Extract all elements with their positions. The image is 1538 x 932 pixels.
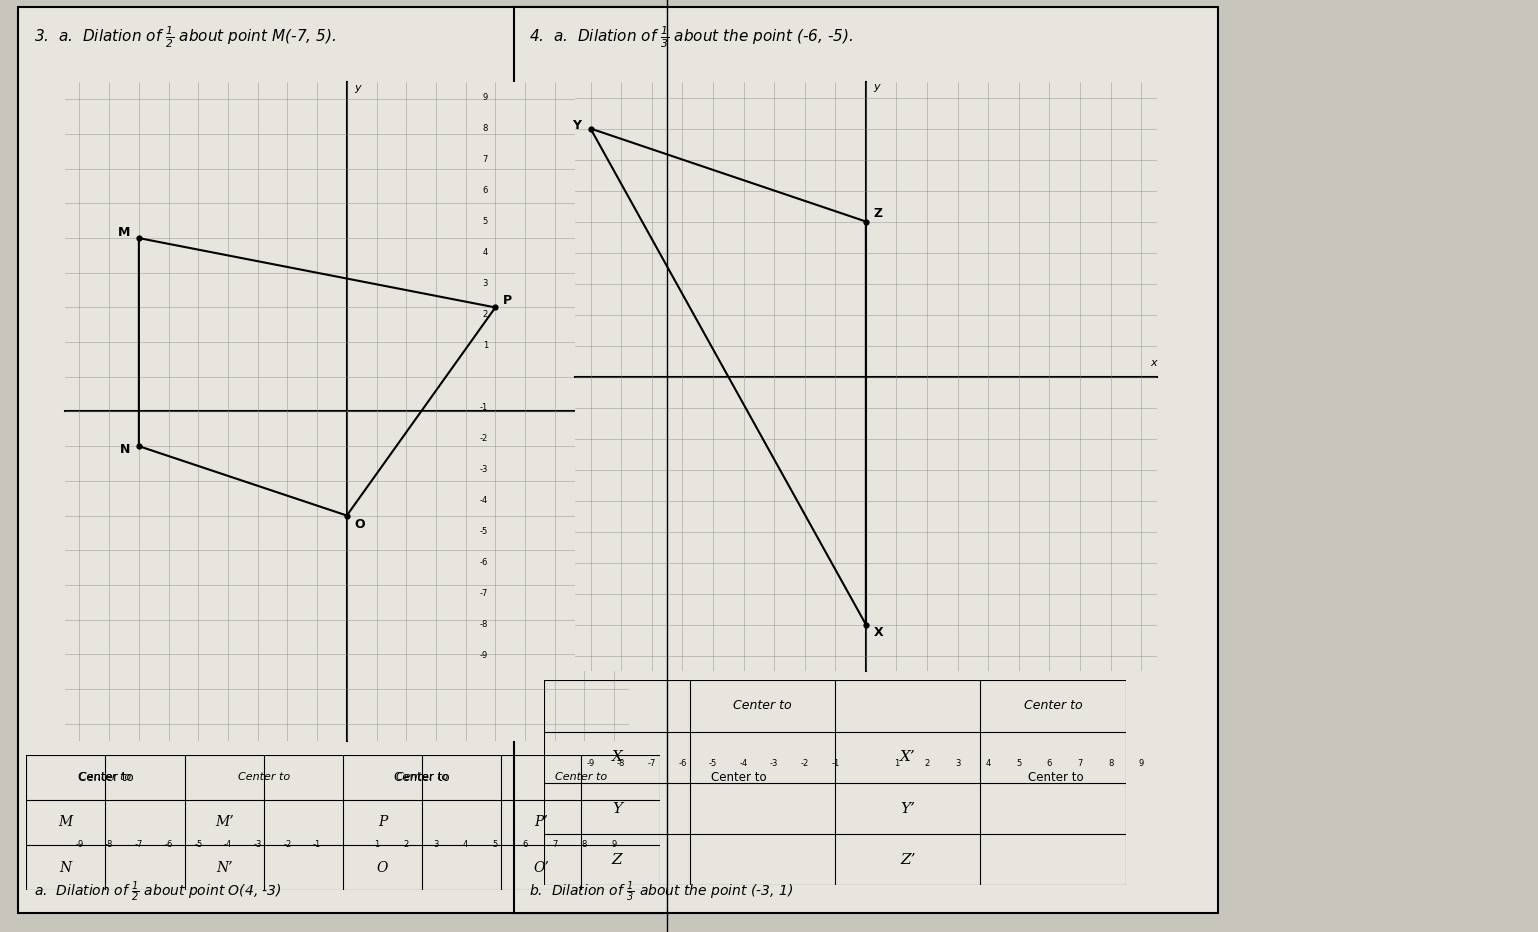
Text: -5: -5 xyxy=(194,840,203,849)
Text: M’: M’ xyxy=(215,816,234,829)
Text: 4: 4 xyxy=(483,248,488,257)
Text: Y: Y xyxy=(572,119,581,132)
Text: 8: 8 xyxy=(483,124,488,133)
Text: 5: 5 xyxy=(492,840,498,849)
Text: a.  Dilation of $\mathregular{\frac{1}{2}}$ about point O(4, -3): a. Dilation of $\mathregular{\frac{1}{2}… xyxy=(34,880,281,904)
Text: 9: 9 xyxy=(1138,760,1144,768)
Text: 3: 3 xyxy=(483,279,488,288)
Text: O’: O’ xyxy=(534,860,549,874)
Text: 5: 5 xyxy=(1017,760,1021,768)
Text: M: M xyxy=(117,226,129,240)
Text: 3.  a.  Dilation of $\mathregular{\frac{1}{2}}$ about point M(-7, 5).: 3. a. Dilation of $\mathregular{\frac{1}… xyxy=(34,24,335,49)
Text: Center to: Center to xyxy=(394,771,451,784)
Text: -1: -1 xyxy=(314,840,321,849)
Text: -3: -3 xyxy=(480,465,488,474)
Text: P: P xyxy=(378,816,388,829)
Text: X: X xyxy=(874,625,883,638)
Text: 5: 5 xyxy=(483,217,488,226)
Text: Center to: Center to xyxy=(397,773,448,783)
Text: -5: -5 xyxy=(709,760,717,768)
Text: -7: -7 xyxy=(480,589,488,598)
Text: M: M xyxy=(58,816,72,829)
Text: -7: -7 xyxy=(135,840,143,849)
Text: 9: 9 xyxy=(612,840,617,849)
Text: -3: -3 xyxy=(254,840,261,849)
Text: Z: Z xyxy=(612,853,623,867)
Text: -7: -7 xyxy=(647,760,655,768)
Text: 7: 7 xyxy=(552,840,557,849)
Text: 2: 2 xyxy=(924,760,929,768)
Text: 2: 2 xyxy=(403,840,409,849)
Text: -9: -9 xyxy=(480,651,488,660)
Text: y: y xyxy=(874,82,880,91)
Text: Center to: Center to xyxy=(711,771,767,784)
Text: -3: -3 xyxy=(771,760,778,768)
Text: -9: -9 xyxy=(586,760,595,768)
Text: Z’: Z’ xyxy=(900,853,915,867)
Text: Center to: Center to xyxy=(238,773,289,783)
Text: P’: P’ xyxy=(534,816,548,829)
Text: -6: -6 xyxy=(678,760,686,768)
Text: -2: -2 xyxy=(283,840,292,849)
Text: 8: 8 xyxy=(581,840,588,849)
Text: -8: -8 xyxy=(105,840,114,849)
Text: -1: -1 xyxy=(480,403,488,412)
Text: Center to: Center to xyxy=(555,773,606,783)
Text: Y: Y xyxy=(612,802,623,816)
Text: 1: 1 xyxy=(483,341,488,350)
Text: -4: -4 xyxy=(480,496,488,505)
Text: x: x xyxy=(623,391,629,402)
Text: 7: 7 xyxy=(1078,760,1083,768)
Text: b.  Dilation of $\mathregular{\frac{1}{3}}$ about the point (-3, 1): b. Dilation of $\mathregular{\frac{1}{3}… xyxy=(529,880,794,904)
Text: 9: 9 xyxy=(483,93,488,102)
Text: Center to: Center to xyxy=(80,773,131,783)
Text: Center to: Center to xyxy=(1027,771,1084,784)
Text: 1: 1 xyxy=(374,840,380,849)
Text: 6: 6 xyxy=(1047,760,1052,768)
Text: -8: -8 xyxy=(617,760,626,768)
Text: 4: 4 xyxy=(463,840,468,849)
Text: 4: 4 xyxy=(986,760,990,768)
Text: 4.  a.  Dilation of $\mathregular{\frac{1}{3}}$ about the point (-6, -5).: 4. a. Dilation of $\mathregular{\frac{1}… xyxy=(529,24,854,49)
Text: -6: -6 xyxy=(165,840,172,849)
Text: O: O xyxy=(377,860,388,874)
Text: 3: 3 xyxy=(955,760,960,768)
Text: -4: -4 xyxy=(225,840,232,849)
Text: -8: -8 xyxy=(480,620,488,629)
Text: O: O xyxy=(354,517,365,530)
Text: -2: -2 xyxy=(480,434,488,443)
Text: N’: N’ xyxy=(215,860,232,874)
Text: N: N xyxy=(60,860,72,874)
Text: x: x xyxy=(1150,358,1157,368)
Text: 1: 1 xyxy=(894,760,900,768)
Text: 8: 8 xyxy=(1107,760,1114,768)
Text: -5: -5 xyxy=(480,527,488,536)
Text: X’: X’ xyxy=(900,750,915,764)
Text: -2: -2 xyxy=(801,760,809,768)
Text: y: y xyxy=(354,83,361,92)
Text: 7: 7 xyxy=(483,155,488,164)
Text: Z: Z xyxy=(874,207,883,220)
Text: -6: -6 xyxy=(480,558,488,567)
Text: 3: 3 xyxy=(434,840,438,849)
Text: -1: -1 xyxy=(831,760,840,768)
Text: -9: -9 xyxy=(75,840,83,849)
Text: Center to: Center to xyxy=(1024,700,1083,712)
Text: X: X xyxy=(612,750,623,764)
Text: 2: 2 xyxy=(483,310,488,319)
Text: N: N xyxy=(120,443,129,456)
Text: Y’: Y’ xyxy=(900,802,915,816)
Text: 6: 6 xyxy=(523,840,528,849)
Text: 6: 6 xyxy=(483,186,488,195)
Text: Center to: Center to xyxy=(77,771,134,784)
Text: -4: -4 xyxy=(740,760,747,768)
Text: P: P xyxy=(503,294,512,307)
Text: Center to: Center to xyxy=(734,700,792,712)
